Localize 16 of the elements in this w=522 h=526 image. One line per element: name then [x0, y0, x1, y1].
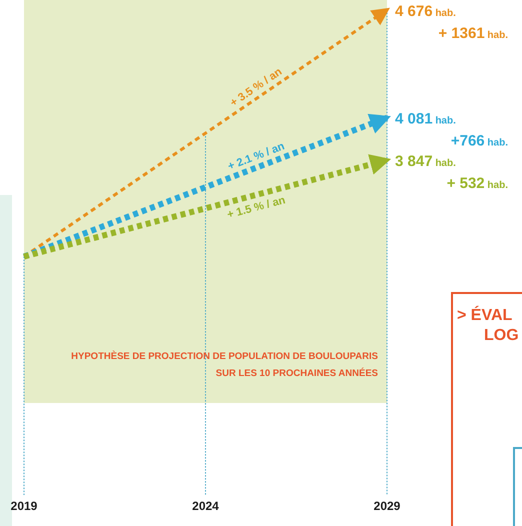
text: + 532 hab. — [446, 175, 508, 192]
text: LOG — [484, 327, 519, 344]
annotation: + 3.5 % / an — [228, 66, 285, 110]
data-label: 4 676 hab. — [395, 2, 456, 20]
text: + 1361 hab. — [438, 24, 508, 42]
data-label: 4 081 hab. — [395, 110, 456, 128]
x-tick-label: 2024 — [192, 499, 220, 513]
text: SUR LES 10 PROCHAINES ANNÉES — [216, 367, 378, 379]
data-label: 3 847 hab. — [395, 153, 456, 170]
text: +766 hab. — [450, 132, 508, 150]
annotation: + 2.1 % / an — [226, 140, 287, 173]
x-tick-label: 2019 — [10, 499, 38, 513]
text: > ÉVAL — [457, 305, 512, 324]
x-tick-label: 2029 — [374, 499, 401, 513]
annotation: + 1.5 % / an — [226, 194, 287, 222]
text: HYPOTHÈSE DE PROJECTION DE POPULATION DE BOULOUPARIS — [71, 350, 378, 362]
